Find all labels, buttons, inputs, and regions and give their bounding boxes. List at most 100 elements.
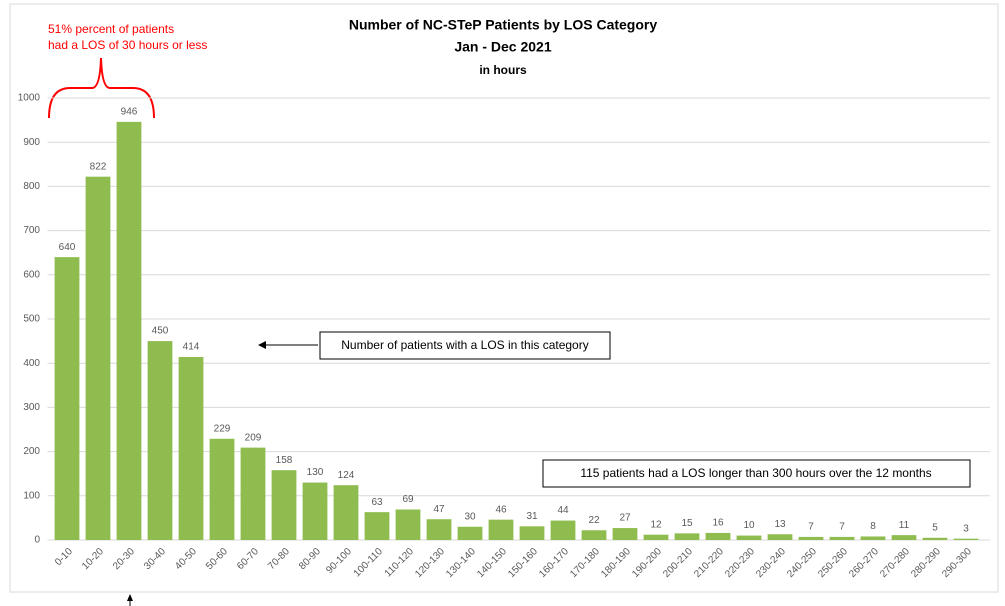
bar — [922, 537, 948, 540]
y-tick-label: 500 — [23, 314, 40, 325]
value-label: 3 — [963, 523, 969, 534]
y-tick-label: 600 — [23, 269, 40, 280]
value-label: 8 — [870, 521, 876, 532]
bar — [302, 482, 328, 540]
value-label: 15 — [681, 518, 693, 529]
x-tick-label: 240-250 — [785, 546, 819, 580]
bar — [891, 535, 917, 540]
y-tick-label: 0 — [34, 535, 40, 546]
bar — [333, 485, 359, 540]
x-tick-label: 210-220 — [692, 546, 726, 580]
x-tick-label: 290-300 — [940, 546, 974, 580]
value-label: 640 — [59, 242, 76, 253]
chart-unit: in hours — [479, 63, 527, 77]
x-tick-label: 60-70 — [235, 546, 261, 572]
bar — [209, 438, 235, 540]
value-label: 946 — [121, 107, 138, 118]
value-label: 7 — [839, 522, 845, 533]
note-box — [319, 331, 611, 360]
bar — [736, 535, 762, 540]
bar — [147, 341, 173, 540]
brace-note: 51% percent of patients — [48, 22, 174, 36]
x-tick-label: 10-20 — [80, 546, 106, 572]
bar — [271, 470, 297, 540]
x-tick-label: 70-80 — [266, 546, 292, 572]
x-tick-label: 0-10 — [53, 546, 75, 568]
y-tick-label: 200 — [23, 446, 40, 457]
y-tick-label: 400 — [23, 358, 40, 369]
bar — [829, 536, 855, 540]
value-label: 5 — [932, 522, 938, 533]
bar — [860, 536, 886, 540]
x-tick-label: 200-210 — [661, 546, 695, 580]
value-label: 31 — [526, 511, 538, 522]
x-tick-label: 280-290 — [909, 546, 943, 580]
x-tick-label: 160-170 — [537, 546, 571, 580]
value-label: 229 — [214, 423, 231, 434]
y-tick-label: 300 — [23, 402, 40, 413]
bar — [364, 512, 390, 540]
x-tick-label: 230-240 — [754, 546, 788, 580]
value-label: 44 — [557, 505, 569, 516]
bar — [54, 257, 80, 540]
value-label: 69 — [402, 494, 414, 505]
bar — [550, 520, 576, 540]
bar — [705, 532, 731, 540]
bar — [488, 519, 514, 540]
chart-title: Number of NC-STeP Patients by LOS Catego… — [349, 17, 658, 33]
x-tick-label: 150-160 — [506, 546, 540, 580]
x-tick-label: 50-60 — [204, 546, 230, 572]
x-tick-label: 110-120 — [383, 546, 417, 580]
value-label: 450 — [152, 326, 169, 337]
value-label: 124 — [338, 470, 355, 481]
bar — [953, 538, 979, 540]
x-tick-label: 80-90 — [297, 546, 323, 572]
value-label: 822 — [90, 161, 107, 172]
bar — [519, 526, 545, 540]
x-tick-label: 100-110 — [352, 546, 386, 580]
x-tick-label: 190-200 — [630, 546, 664, 580]
x-tick-label: 20-30 — [111, 546, 137, 572]
value-label: 13 — [774, 519, 786, 530]
x-tick-label: 40-50 — [173, 546, 199, 572]
bar — [674, 533, 700, 540]
x-tick-label: 180-190 — [599, 546, 633, 580]
x-tick-label: 170-180 — [568, 546, 602, 580]
arrow-head — [127, 594, 133, 601]
arrow-head — [258, 341, 266, 349]
x-tick-label: 270-280 — [878, 546, 912, 580]
chart-border — [9, 3, 999, 593]
bar — [798, 536, 824, 540]
value-label: 209 — [245, 432, 262, 443]
arrow-note: Number of patients with a LOS in this ca… — [341, 338, 588, 352]
bar — [395, 509, 421, 540]
bar — [457, 526, 483, 540]
bar — [426, 519, 452, 540]
value-label: 414 — [183, 342, 200, 353]
bar — [178, 357, 204, 540]
value-label: 30 — [464, 511, 476, 522]
value-label: 130 — [307, 467, 324, 478]
y-tick-label: 900 — [23, 137, 40, 148]
bar — [581, 530, 607, 540]
bar — [643, 534, 669, 540]
x-tick-label: 220-230 — [723, 546, 757, 580]
value-label: 47 — [433, 504, 445, 515]
value-label: 16 — [712, 518, 724, 529]
value-label: 12 — [650, 519, 662, 530]
value-label: 11 — [899, 520, 910, 531]
value-label: 46 — [495, 504, 507, 515]
x-tick-label: 90-100 — [324, 546, 354, 576]
chart-subtitle: Jan - Dec 2021 — [454, 39, 551, 55]
brace — [48, 57, 155, 119]
bar — [116, 121, 142, 541]
bar — [85, 176, 111, 540]
bar — [767, 534, 793, 540]
y-tick-label: 1000 — [18, 93, 41, 104]
bar — [612, 528, 638, 540]
box-note: 115 patients had a LOS longer than 300 h… — [580, 466, 931, 480]
x-tick-label: 120-130 — [413, 546, 447, 580]
x-tick-label: 140-150 — [475, 546, 509, 580]
x-tick-label: 30-40 — [142, 546, 168, 572]
